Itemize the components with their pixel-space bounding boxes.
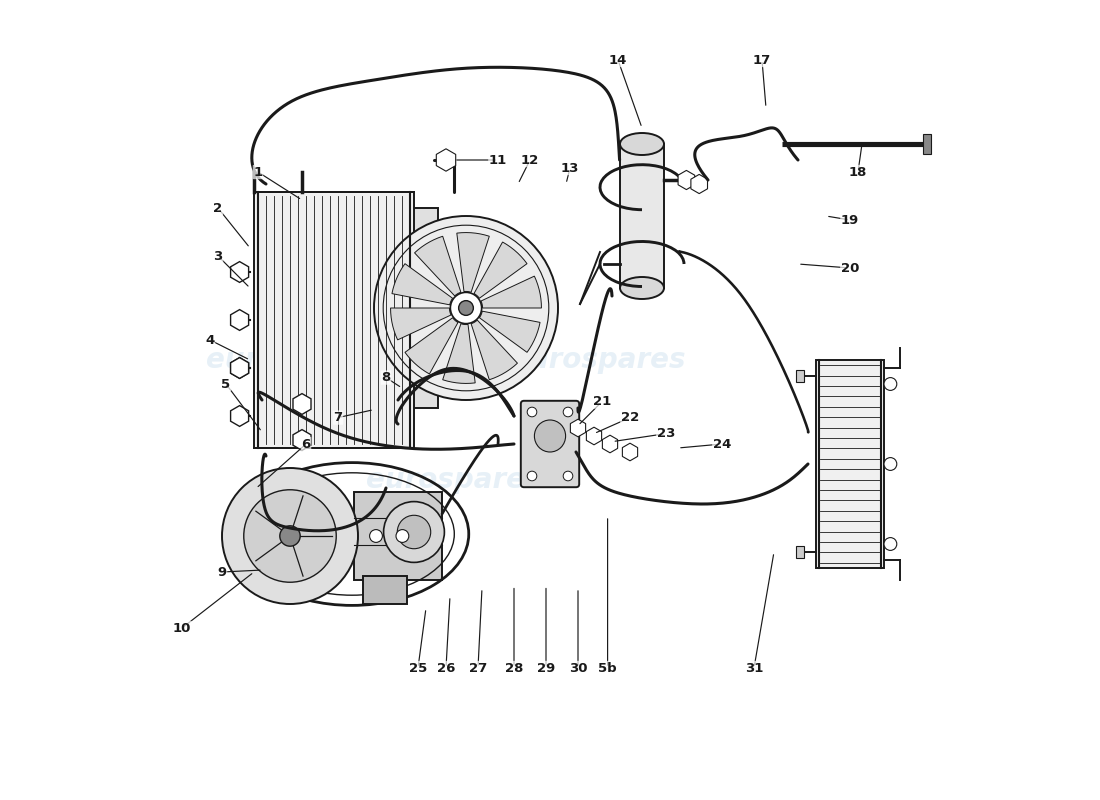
Polygon shape (480, 311, 540, 352)
Text: 13: 13 (561, 162, 580, 174)
Circle shape (884, 538, 896, 550)
Text: eurospares: eurospares (366, 466, 541, 494)
Bar (923, 134, 931, 154)
Text: 10: 10 (173, 622, 191, 634)
Text: 1: 1 (253, 166, 263, 178)
Text: 8: 8 (382, 371, 390, 384)
Polygon shape (474, 242, 527, 298)
Text: 5: 5 (221, 378, 231, 390)
Ellipse shape (620, 277, 664, 299)
Circle shape (244, 490, 337, 582)
Ellipse shape (620, 133, 664, 155)
Bar (254, 192, 414, 448)
Polygon shape (390, 308, 451, 340)
Bar (796, 546, 804, 558)
Ellipse shape (535, 420, 565, 452)
Text: 5b: 5b (598, 662, 617, 674)
Text: 3: 3 (213, 250, 222, 262)
Polygon shape (392, 264, 452, 305)
Text: 12: 12 (521, 154, 539, 166)
Circle shape (527, 407, 537, 417)
Text: eurospares: eurospares (207, 346, 382, 374)
Text: 31: 31 (745, 662, 763, 674)
Circle shape (384, 502, 444, 562)
Circle shape (884, 458, 896, 470)
Circle shape (450, 292, 482, 324)
Text: 26: 26 (437, 662, 455, 674)
Text: 23: 23 (657, 427, 675, 440)
Polygon shape (471, 320, 517, 380)
Bar (796, 370, 804, 382)
Text: 17: 17 (752, 54, 771, 66)
Text: 19: 19 (840, 214, 859, 226)
Polygon shape (442, 324, 475, 383)
Bar (620, 144, 664, 288)
Text: 25: 25 (409, 662, 427, 674)
Bar (406, 208, 438, 408)
Circle shape (222, 468, 358, 604)
Circle shape (459, 301, 473, 315)
Text: 2: 2 (213, 202, 222, 214)
Circle shape (527, 471, 537, 481)
Bar (816, 360, 884, 568)
Circle shape (279, 526, 300, 546)
Text: 20: 20 (840, 262, 859, 274)
Text: eurospares: eurospares (510, 346, 685, 374)
Text: 28: 28 (505, 662, 524, 674)
Text: 9: 9 (218, 566, 227, 578)
Bar (354, 492, 442, 580)
Circle shape (563, 407, 573, 417)
Text: 21: 21 (593, 395, 612, 408)
Text: 22: 22 (620, 411, 639, 424)
Circle shape (397, 515, 431, 549)
Circle shape (884, 378, 896, 390)
Polygon shape (405, 318, 458, 374)
Bar (363, 576, 407, 604)
Text: 27: 27 (469, 662, 487, 674)
Circle shape (396, 530, 409, 542)
Text: 7: 7 (333, 411, 342, 424)
Text: 4: 4 (206, 334, 214, 346)
Text: 29: 29 (537, 662, 556, 674)
Polygon shape (415, 236, 461, 296)
Text: 18: 18 (849, 166, 867, 178)
Polygon shape (456, 233, 490, 292)
Text: 24: 24 (713, 438, 732, 450)
Text: 30: 30 (569, 662, 587, 674)
Polygon shape (481, 276, 541, 308)
Text: 14: 14 (608, 54, 627, 66)
Circle shape (563, 471, 573, 481)
FancyBboxPatch shape (520, 401, 580, 487)
Circle shape (374, 216, 558, 400)
Circle shape (370, 530, 383, 542)
Text: 6: 6 (301, 438, 310, 450)
Text: 11: 11 (488, 154, 507, 166)
